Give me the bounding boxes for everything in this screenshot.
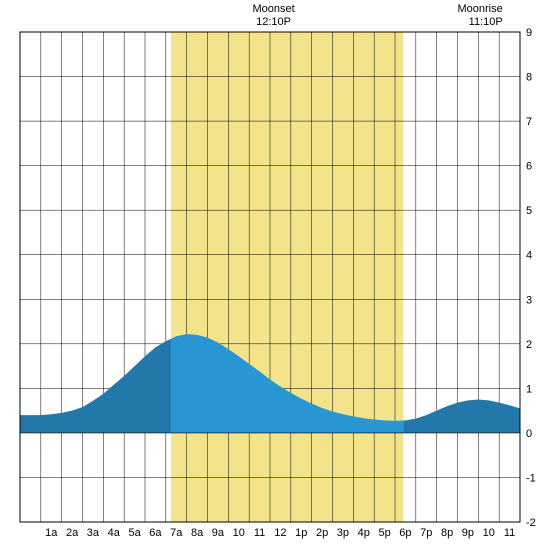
x-tick-label: 4a (108, 527, 121, 539)
x-tick-label: 3p (337, 527, 349, 539)
y-tick-label: 6 (526, 161, 532, 173)
x-tick-label: 10 (483, 527, 495, 539)
daylight-band (171, 32, 403, 522)
x-tick-label: 11 (254, 527, 265, 539)
x-tick-label: 2p (316, 527, 328, 539)
x-tick-label: 6a (149, 527, 162, 539)
x-tick-label: 8a (191, 527, 204, 539)
x-tick-label: 10 (233, 527, 245, 539)
y-tick-label: -2 (526, 517, 536, 529)
x-tick-label: 4p (358, 527, 370, 539)
x-tick-label: 7p (420, 527, 432, 539)
y-tick-label: 9 (526, 27, 532, 39)
x-tick-label: 8p (441, 527, 453, 539)
x-tick-label: 9p (462, 527, 474, 539)
x-tick-label: 2a (66, 527, 79, 539)
y-tick-label: 5 (526, 205, 532, 217)
header-time: 12:10P (256, 16, 291, 28)
x-tick-label: 9a (212, 527, 225, 539)
y-tick-label: 8 (526, 72, 532, 84)
y-tick-label: 4 (526, 250, 532, 262)
x-tick-label: 11 (504, 527, 515, 539)
y-tick-label: 0 (526, 428, 532, 440)
x-tick-label: 1p (295, 527, 307, 539)
header-title: Moonrise (457, 3, 502, 15)
y-tick-label: 3 (526, 294, 532, 306)
x-tick-label: 5a (128, 527, 141, 539)
tide-chart: -2-101234567891a2a3a4a5a6a7a8a9a1011121p… (0, 0, 550, 550)
chart-svg: -2-101234567891a2a3a4a5a6a7a8a9a1011121p… (0, 0, 550, 550)
x-tick-label: 3a (87, 527, 100, 539)
header-title: Moonset (252, 3, 294, 15)
header-time: 11:10P (469, 16, 503, 28)
y-tick-label: 2 (526, 339, 532, 351)
y-tick-label: -1 (526, 472, 536, 484)
x-tick-label: 5p (378, 527, 390, 539)
x-tick-label: 1a (45, 527, 58, 539)
y-tick-label: 7 (526, 116, 532, 128)
x-tick-label: 12 (274, 527, 286, 539)
y-tick-label: 1 (526, 383, 532, 395)
x-tick-label: 6p (399, 527, 411, 539)
x-tick-label: 7a (170, 527, 183, 539)
